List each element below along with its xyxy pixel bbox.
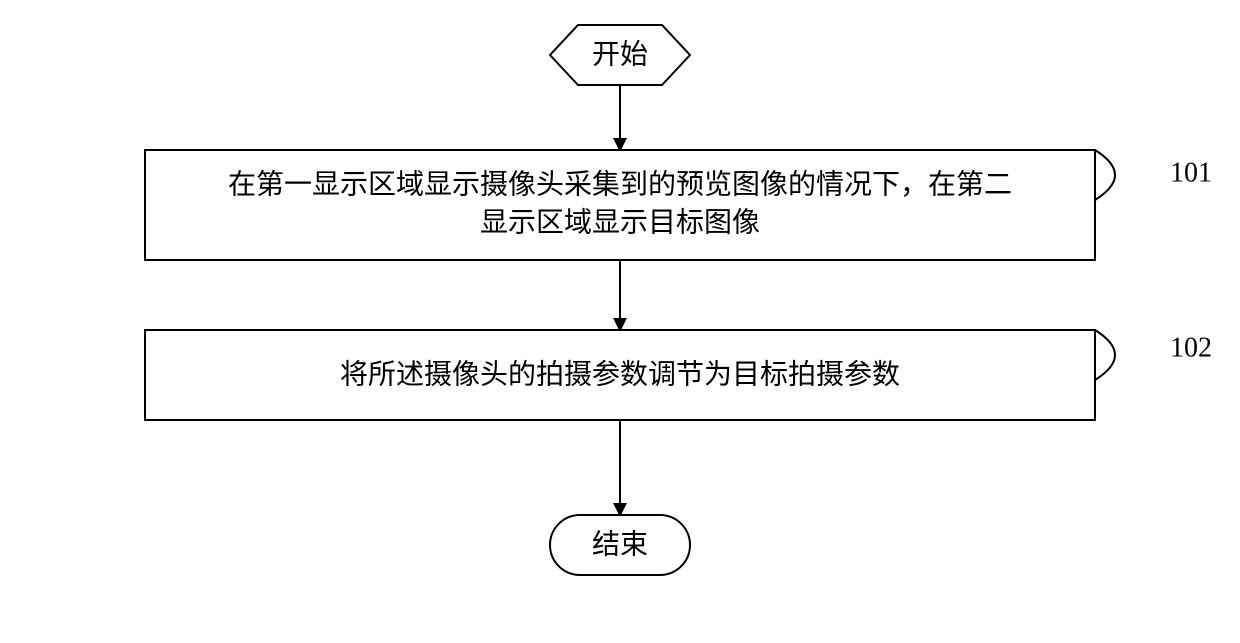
start-label: 开始 — [592, 38, 648, 70]
callout-arc-101 — [1095, 150, 1115, 200]
step1-box — [145, 150, 1095, 260]
flowchart-canvas: 开始 在第一显示区域显示摄像头采集到的预览图像的情况下，在第二 显示区域显示目标… — [0, 0, 1240, 643]
callout-label-101: 101 — [1170, 157, 1212, 188]
callout-label-102: 102 — [1170, 332, 1212, 363]
node-start: 开始 — [550, 25, 690, 85]
step2-text-line1: 将所述摄像头的拍摄参数调节为目标拍摄参数 — [340, 358, 900, 390]
node-step1: 在第一显示区域显示摄像头采集到的预览图像的情况下，在第二 显示区域显示目标图像 — [145, 150, 1095, 260]
node-end: 结束 — [550, 515, 690, 575]
step1-text-line1: 在第一显示区域显示摄像头采集到的预览图像的情况下，在第二 — [228, 168, 1012, 200]
node-step2: 将所述摄像头的拍摄参数调节为目标拍摄参数 — [145, 330, 1095, 420]
callout-arc-102 — [1095, 330, 1115, 380]
end-label: 结束 — [592, 528, 648, 560]
step1-text-line2: 显示区域显示目标图像 — [480, 206, 760, 238]
